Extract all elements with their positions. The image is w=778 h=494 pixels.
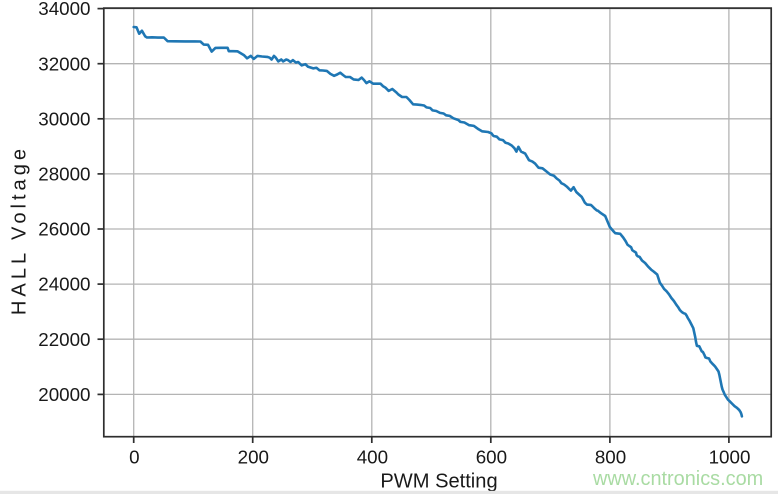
svg-text:22000: 22000 <box>38 329 90 350</box>
svg-text:20000: 20000 <box>38 384 90 405</box>
svg-text:200: 200 <box>238 447 269 468</box>
svg-text:1000: 1000 <box>709 447 751 468</box>
svg-text:34000: 34000 <box>38 0 90 19</box>
svg-text:600: 600 <box>476 447 507 468</box>
svg-text:PWM Setting: PWM Setting <box>380 471 497 493</box>
svg-text:32000: 32000 <box>38 53 90 74</box>
svg-text:30000: 30000 <box>38 108 90 129</box>
svg-text:400: 400 <box>357 447 388 468</box>
svg-text:0: 0 <box>129 447 139 468</box>
svg-text:HALL Voltage: HALL Voltage <box>9 145 31 315</box>
svg-text:www.cntronics.com: www.cntronics.com <box>592 468 763 490</box>
svg-text:28000: 28000 <box>38 164 90 185</box>
svg-text:26000: 26000 <box>38 219 90 240</box>
svg-text:24000: 24000 <box>38 274 90 295</box>
svg-text:800: 800 <box>595 447 626 468</box>
